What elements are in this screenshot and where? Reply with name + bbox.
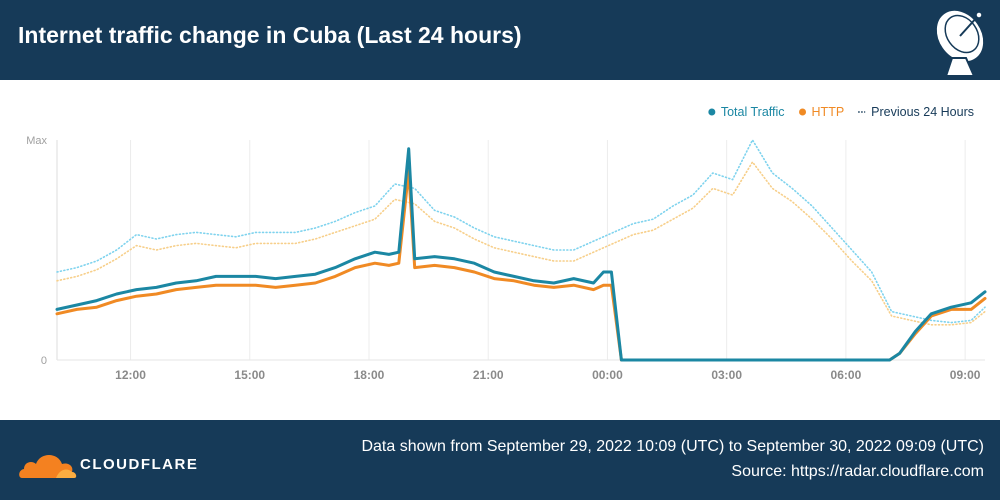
source-text: Source: https://radar.cloudflare.com: [731, 463, 984, 480]
series-line-1: [56, 161, 986, 326]
x-tick-label-2: 18:00: [354, 368, 385, 382]
legend-marker-0: [708, 108, 716, 116]
legend-marker-1: [799, 108, 807, 116]
x-tick-label-0: 12:00: [115, 368, 146, 382]
y-tick-label-0: 0: [41, 355, 47, 367]
chart-svg: 12:00 15:00 18:00 21:00 00:00 03:00 06:00 09:00…: [26, 105, 987, 382]
legend: Previous 24 Hours HTTP Total Traffic: [708, 105, 974, 119]
series-line-3: [55, 147, 987, 362]
footer-bar: CLOUDFLARE Data shown from September 29,…: [0, 420, 1000, 500]
x-tick-label-3: 21:00: [473, 368, 504, 382]
y-tick-label-1: Max: [26, 135, 47, 147]
x-tick-label-6: 06:00: [831, 368, 862, 382]
x-tick-label-4: 00:00: [592, 368, 623, 382]
legend-label-1: HTTP: [812, 105, 845, 119]
x-tick-label-7: 09:00: [950, 368, 981, 382]
series-line-0: [56, 139, 986, 324]
header-bar: Internet traffic change in Cuba (Last 24…: [0, 0, 1000, 80]
satellite-dish-icon: [934, 8, 986, 77]
grid-layer: [130, 140, 966, 360]
legend-label-2: Previous 24 Hours: [871, 105, 974, 119]
brand-text: CLOUDFLARE: [80, 456, 198, 473]
series-layer: [55, 139, 987, 362]
date-range-text: Data shown from September 29, 2022 10:09…: [361, 438, 984, 455]
traffic-chart: 12:00 15:00 18:00 21:00 00:00 03:00 06:00 09:00…: [0, 80, 1000, 420]
legend-label-0: Total Traffic: [721, 105, 785, 119]
cloudflare-logo: CLOUDFLARE: [19, 455, 198, 478]
page-title: Internet traffic change in Cuba (Last 24…: [18, 22, 522, 48]
axis-layer: 12:00 15:00 18:00 21:00 00:00 03:00 06:00 09:00…: [26, 135, 985, 382]
x-tick-label-1: 15:00: [234, 368, 265, 382]
x-tick-label-5: 03:00: [711, 368, 742, 382]
